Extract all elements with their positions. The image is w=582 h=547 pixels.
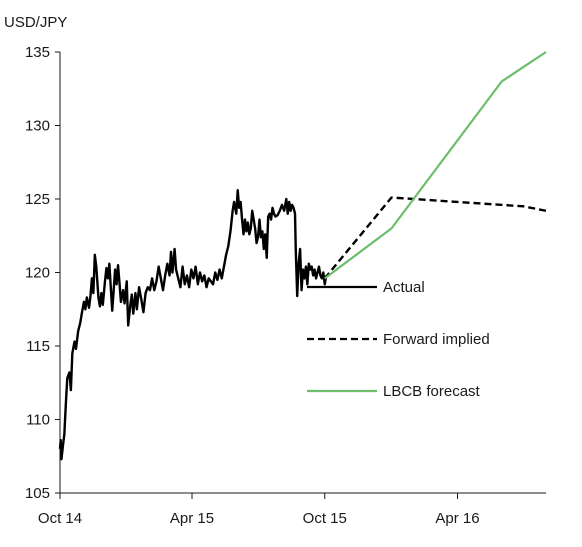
x-tick-label: Apr 16 [435,510,479,527]
y-tick-label: 130 [25,118,50,135]
series-line-lbcb-forecast [324,51,547,280]
legend-label-lbcb-forecast: LBCB forecast [383,383,481,400]
legend-label-forward-implied: Forward implied [383,331,490,348]
x-tick-label: Apr 15 [170,510,214,527]
y-tick-label: 125 [25,191,50,208]
series-line-forward-implied [323,196,547,280]
legend-label-actual: Actual [383,279,425,296]
series-line-actual [58,188,328,461]
y-tick-label: 110 [26,412,50,429]
axes: 105 110 115 120 125 130 135 Oct 14 Apr 15 Oct 15 A… [25,44,546,527]
series-layer [58,51,547,461]
y-tick-label: 120 [25,265,50,282]
y-tick-label: 115 [26,338,50,355]
y-axis-title: USD/JPY [4,14,67,31]
y-tick-label: 105 [25,485,50,502]
x-tick-label: Oct 15 [303,510,347,527]
legend: Actual Forward implied LBCB forecast [307,279,490,400]
x-tick-label: Oct 14 [38,510,82,527]
y-tick-label: 135 [25,44,50,61]
